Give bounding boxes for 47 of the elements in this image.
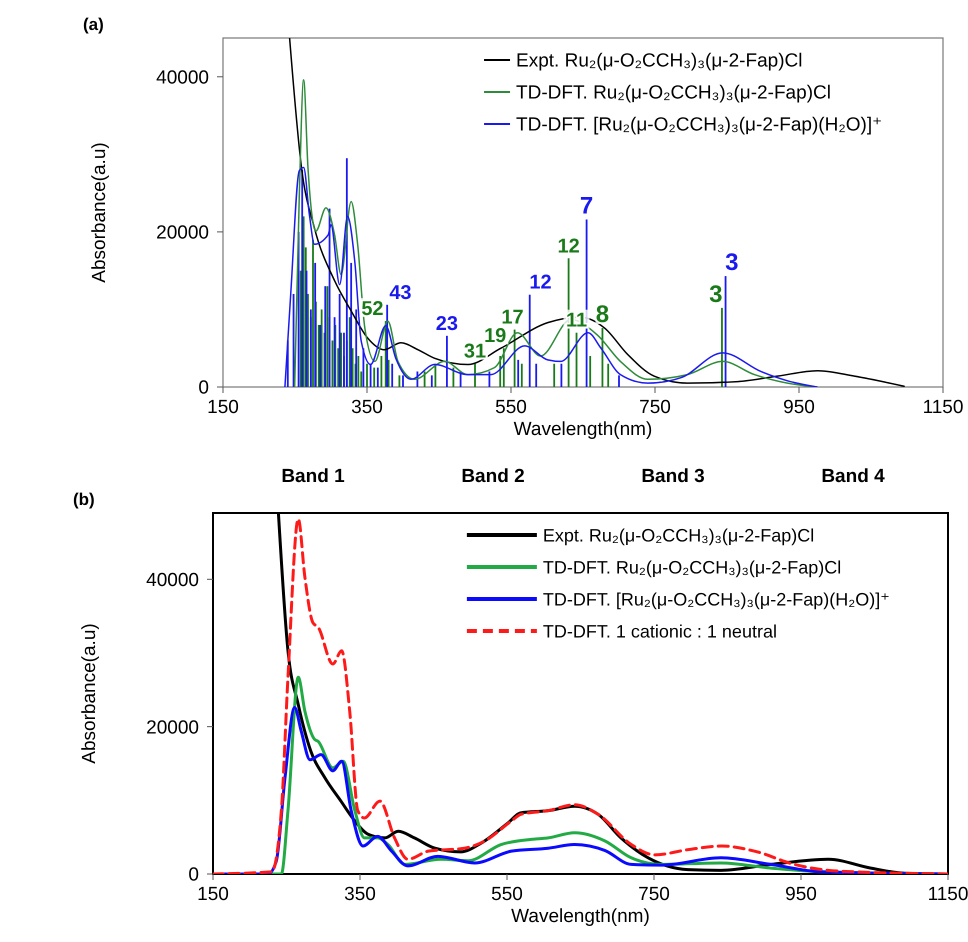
annotation: 31 xyxy=(464,340,486,363)
y-tick-label: 20000 xyxy=(156,222,209,244)
legend-label: Expt. Ru₂(μ-O₂CCH₃)₃(μ-2-Fap)Cl xyxy=(542,525,814,546)
annotation: 3 xyxy=(725,249,738,276)
legend-label: TD-DFT. Ru₂(μ-O₂CCH₃)₃(μ-2-Fap)Cl xyxy=(542,557,842,578)
annotation: 11 xyxy=(566,310,588,332)
text: Band 4 xyxy=(821,466,886,487)
x-axis-title: Wavelength(nm) xyxy=(511,906,650,927)
y-tick-label: 40000 xyxy=(156,67,209,88)
annotation: 12 xyxy=(529,272,552,294)
annotation: 12 xyxy=(557,235,580,258)
x-tick-label: 950 xyxy=(783,397,815,418)
annotation: 19 xyxy=(484,325,506,348)
y-axis-title: Absorbance(a.u) xyxy=(89,142,110,283)
annotation: 7 xyxy=(580,192,594,220)
y-tick-label: 20000 xyxy=(146,717,199,738)
y-axis-title: Absorbance(a.u) xyxy=(79,623,100,764)
x-tick-label: 750 xyxy=(638,884,670,905)
legend-label: TD-DFT. 1 cationic : 1 neutral xyxy=(542,621,777,642)
legend-label: TD-DFT. [Ru₂(μ-O₂CCH₃)₃(μ-2-Fap)(H₂O)]⁺ xyxy=(542,589,890,610)
x-tick-label: 1150 xyxy=(928,884,968,905)
x-tick-label: 950 xyxy=(785,884,817,905)
x-tick-label: 550 xyxy=(491,884,523,905)
annotation: 3 xyxy=(709,280,722,308)
legend-label: Expt. Ru₂(μ-O₂CCH₃)₃(μ-2-Fap)Cl xyxy=(516,50,803,72)
chart-title: (b) xyxy=(73,490,95,509)
x-tick-label: 1150 xyxy=(922,397,964,418)
x-tick-label: 550 xyxy=(495,397,527,418)
legend-label: TD-DFT. Ru₂(μ-O₂CCH₃)₃(μ-2-Fap)Cl xyxy=(516,82,831,104)
x-tick-label: 750 xyxy=(639,397,671,418)
y-tick-label: 0 xyxy=(188,864,199,886)
x-tick-label: 150 xyxy=(207,397,239,418)
text: Band 3 xyxy=(641,466,705,487)
x-tick-label: 350 xyxy=(344,884,376,905)
chart-title: (a) xyxy=(83,15,104,34)
annotation: 8 xyxy=(596,301,610,328)
annotation: 23 xyxy=(436,312,458,335)
legend-label: TD-DFT. [Ru₂(μ-O₂CCH₃)₃(μ-2-Fap)(H₂O)]⁺ xyxy=(516,114,882,136)
x-tick-label: 350 xyxy=(351,397,383,418)
y-tick-label: 0 xyxy=(198,378,209,399)
text: Band 1 xyxy=(281,466,346,487)
x-tick-label: 150 xyxy=(197,884,229,905)
x-axis-title: Wavelength(nm) xyxy=(514,419,652,440)
text: Band 2 xyxy=(461,466,525,487)
annotation: 43 xyxy=(389,282,412,304)
annotation: 52 xyxy=(361,298,384,320)
y-tick-label: 40000 xyxy=(146,570,199,591)
